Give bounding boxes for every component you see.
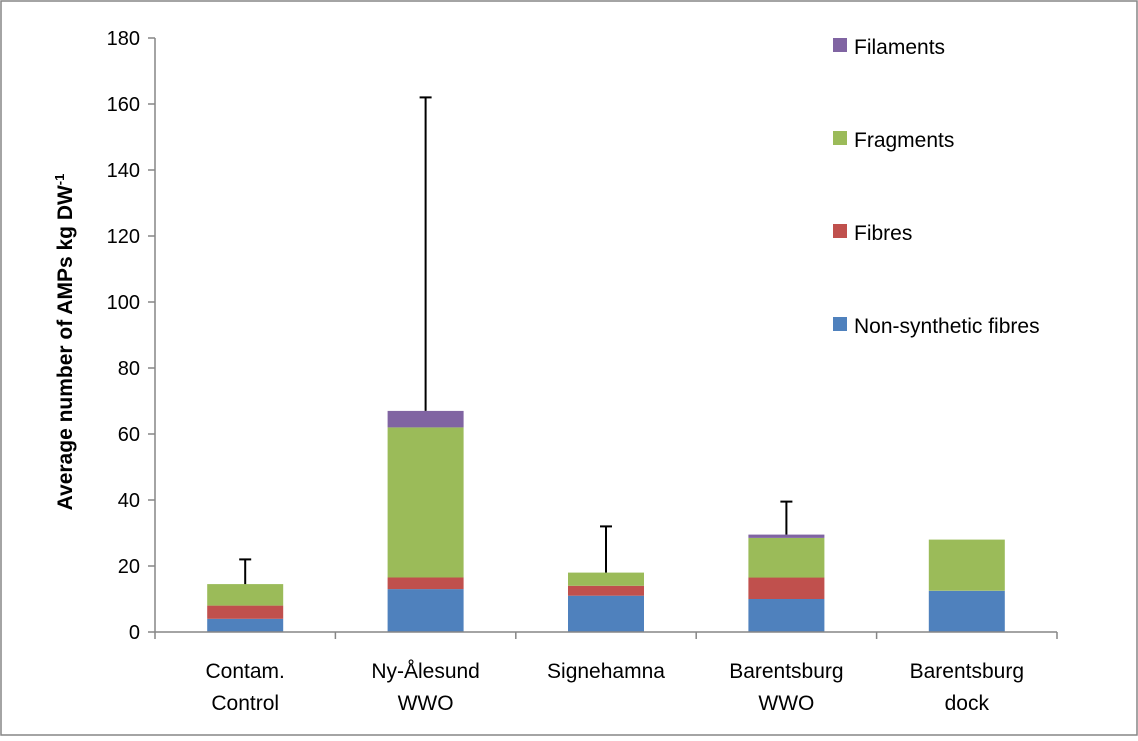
x-tick-label-line: Signehamna	[547, 660, 665, 683]
bar-segment-3-fragments	[568, 572, 644, 586]
y-axis-title: Average number of AMPs kg DW-1	[52, 174, 77, 511]
y-tick-label: 20	[118, 556, 140, 578]
bar-segment-4-non-synthetic-fibres	[748, 599, 825, 632]
bar-segment-2-fibres	[387, 577, 464, 590]
y-tick-label: 120	[107, 226, 140, 248]
x-tick-label-line: Barentsburg	[910, 660, 1024, 683]
bar-segment-1-non-synthetic-fibres	[207, 618, 284, 632]
x-tick-label: Barentsburg dock	[910, 660, 1024, 715]
y-axis-title-superscript: -1	[52, 174, 67, 186]
bar-segment-5-non-synthetic-fibres	[928, 590, 1005, 633]
y-tick-label: 60	[118, 424, 140, 446]
x-tick-label-line: WWO	[758, 692, 814, 715]
bar-segment-3-fibres	[568, 585, 644, 596]
bar-segment-3-non-synthetic-fibres	[568, 595, 644, 632]
x-tick-label-line: Control	[211, 692, 279, 715]
y-tick-label: 100	[107, 292, 140, 314]
y-tick-label: 0	[129, 622, 140, 644]
bar-segment-4-fibres	[748, 577, 825, 599]
x-tick-label: Contam. Control	[206, 660, 285, 715]
bar-segment-5-fragments	[928, 539, 1005, 591]
y-tick-label: 40	[118, 490, 140, 512]
legend-swatch	[833, 224, 847, 238]
x-tick-label-line: WWO	[398, 692, 454, 715]
bar-segment-1-fibres	[207, 605, 284, 619]
y-tick-label: 140	[107, 160, 140, 182]
legend-label: Fragments	[854, 129, 954, 152]
x-tick-label-line: Contam.	[206, 660, 285, 683]
y-tick-label: 160	[107, 94, 140, 116]
bar-segment-4-filaments	[748, 534, 825, 538]
legend-swatch	[833, 317, 847, 331]
legend-swatch	[833, 131, 847, 145]
x-tick-label-line: Ny-Ålesund	[371, 660, 480, 683]
y-axis-title-text: Average number of AMPs kg DW	[54, 185, 77, 510]
legend-swatch	[833, 38, 847, 52]
x-tick-label: Barentsburg WWO	[729, 660, 843, 715]
x-tick-label: Signehamna	[547, 660, 665, 683]
x-tick-label-line: Barentsburg	[729, 660, 843, 683]
bar-segment-2-fragments	[387, 427, 464, 578]
bar-segment-1-fragments	[207, 584, 284, 606]
bar-segment-2-non-synthetic-fibres	[387, 589, 464, 632]
legend-label: Non-synthetic fibres	[854, 315, 1040, 338]
legend-label: Filaments	[854, 36, 945, 59]
bar-segment-2-filaments	[387, 410, 464, 428]
y-tick-label: 80	[118, 358, 140, 380]
y-tick-label: 180	[107, 28, 140, 50]
x-tick-label-line: dock	[945, 692, 990, 715]
x-tick-label: Ny-Ålesund WWO	[371, 660, 480, 715]
bar-segment-4-fragments	[748, 538, 825, 578]
legend-label: Fibres	[854, 222, 912, 245]
